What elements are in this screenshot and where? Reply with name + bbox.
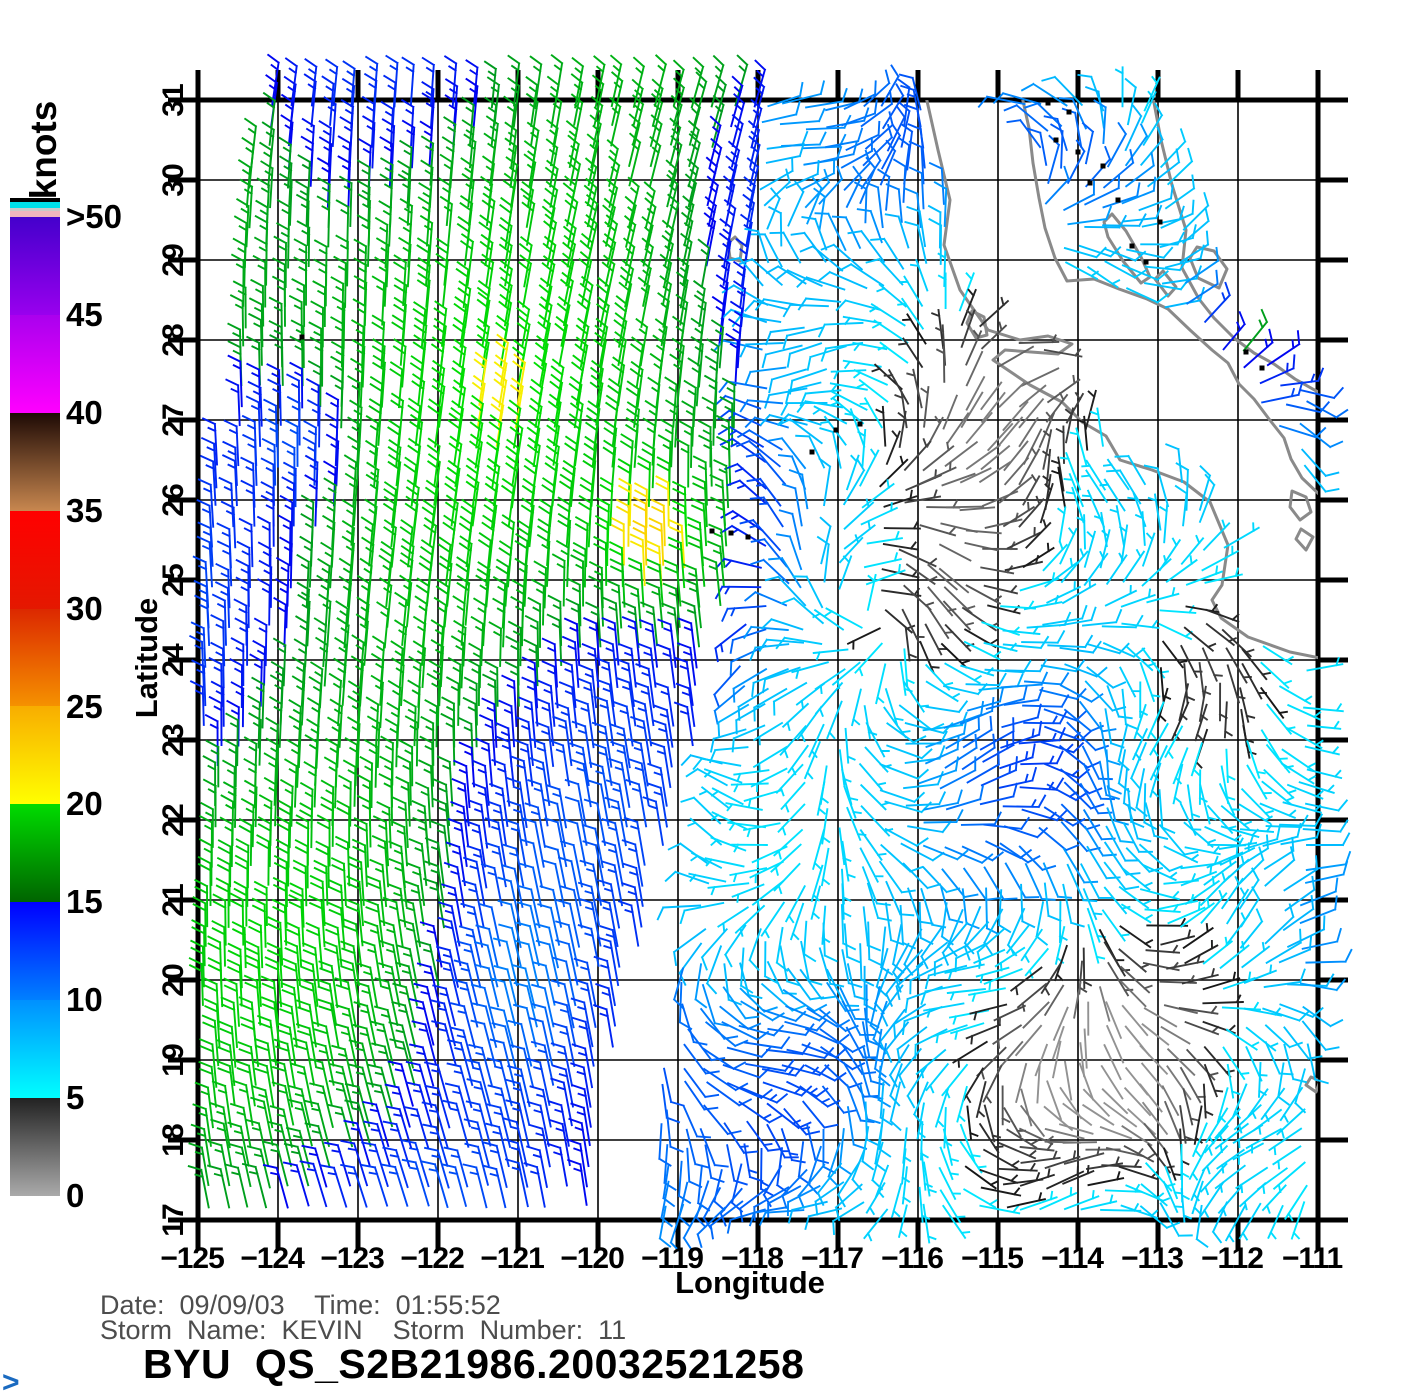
x-tick-label: −124 bbox=[240, 1242, 305, 1275]
colorbar-stripe bbox=[10, 208, 60, 211]
colorbar-title: knots bbox=[23, 100, 64, 200]
y-tick-label: 23 bbox=[157, 723, 190, 757]
x-tick-label: −117 bbox=[801, 1242, 864, 1275]
colorbar-label: 5 bbox=[66, 1079, 85, 1117]
coastline bbox=[726, 100, 1318, 1094]
colorbar-label: 20 bbox=[66, 785, 103, 823]
y-tick-label: 17 bbox=[157, 1203, 190, 1237]
x-tick-label: −114 bbox=[1041, 1242, 1104, 1275]
colorbar-stripe bbox=[10, 202, 60, 208]
y-tick-label: 30 bbox=[157, 163, 190, 197]
y-tick-label: 26 bbox=[157, 483, 190, 517]
y-tick-label: 18 bbox=[157, 1123, 190, 1157]
colorbar-label: 35 bbox=[66, 491, 103, 529]
product-id-line: BYU QS_S2B21986.20032521258 bbox=[143, 1341, 805, 1387]
colorbar-segment bbox=[10, 804, 60, 903]
colorbar-segment bbox=[10, 217, 60, 315]
y-tick-label: 31 bbox=[157, 83, 190, 117]
x-tick-label: −115 bbox=[961, 1242, 1024, 1275]
colorbar-label: 0 bbox=[66, 1177, 85, 1214]
colorbar-segment bbox=[10, 706, 60, 805]
y-tick-label: 20 bbox=[157, 963, 190, 997]
x-tick-label: −121 bbox=[480, 1242, 545, 1275]
colorbar-segment bbox=[10, 902, 60, 1001]
colorbar bbox=[10, 198, 60, 1196]
x-tick-label: −119 bbox=[641, 1242, 704, 1275]
x-axis-title: Longitude bbox=[675, 1265, 825, 1300]
x-tick-label: −120 bbox=[560, 1242, 625, 1275]
wind-barbs bbox=[187, 53, 1353, 1254]
x-tick-label: −123 bbox=[320, 1242, 385, 1275]
y-tick-label: 22 bbox=[157, 803, 190, 837]
rain-flag-dots bbox=[299, 100, 1265, 540]
colorbar-label: 30 bbox=[66, 589, 103, 627]
x-tick-label: −111 bbox=[1281, 1242, 1343, 1275]
colorbar-segment bbox=[10, 314, 60, 413]
colorbar-segment bbox=[10, 412, 60, 511]
colorbar-segment bbox=[10, 510, 60, 609]
colorbar-label: 15 bbox=[66, 883, 103, 921]
y-tick-label: 24 bbox=[157, 643, 190, 677]
colorbar-segment bbox=[10, 608, 60, 707]
colorbar-label: 40 bbox=[66, 393, 103, 431]
storm-info-line: Storm Name: KEVIN Storm Number: 11 bbox=[100, 1315, 627, 1345]
x-tick-label: −112 bbox=[1201, 1242, 1264, 1275]
x-tick-label: −125 bbox=[160, 1242, 225, 1275]
x-tick-label: −118 bbox=[721, 1242, 784, 1275]
y-tick-label: 28 bbox=[157, 323, 190, 357]
y-tick-label: 27 bbox=[157, 403, 190, 437]
stray-arrow-glyph: > bbox=[2, 1366, 20, 1399]
colorbar-label: 10 bbox=[66, 981, 103, 1019]
colorbar-stripe bbox=[10, 211, 60, 217]
y-tick-label: 25 bbox=[157, 563, 190, 597]
colorbar-label: 45 bbox=[66, 295, 103, 333]
colorbar-stripe bbox=[10, 198, 60, 202]
colorbar-segment bbox=[10, 1098, 60, 1196]
x-tick-label: −122 bbox=[400, 1242, 465, 1275]
y-tick-label: 29 bbox=[157, 243, 190, 277]
y-tick-label: 21 bbox=[157, 883, 190, 917]
colorbar-label: 25 bbox=[66, 687, 103, 725]
x-tick-label: −116 bbox=[881, 1242, 944, 1275]
date-time-line: Date: 09/09/03 Time: 01:55:52 bbox=[100, 1290, 501, 1320]
colorbar-segment bbox=[10, 1000, 60, 1099]
x-tick-label: −113 bbox=[1121, 1242, 1184, 1275]
colorbar-label: >50 bbox=[66, 198, 122, 235]
y-tick-label: 19 bbox=[157, 1043, 190, 1077]
